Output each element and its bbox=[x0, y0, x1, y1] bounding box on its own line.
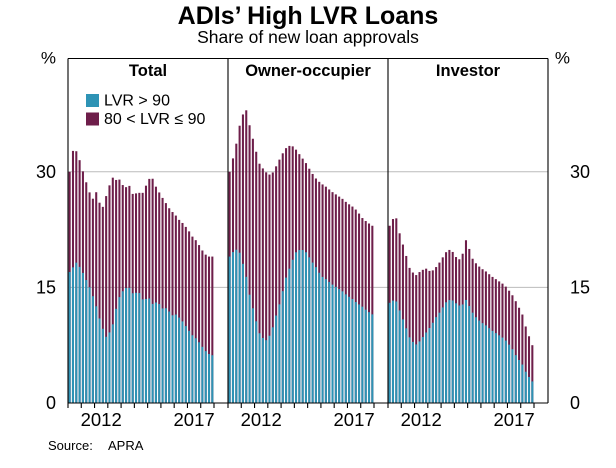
svg-text:0: 0 bbox=[46, 393, 56, 413]
svg-text:30: 30 bbox=[36, 162, 56, 182]
svg-text:Total: Total bbox=[129, 62, 167, 80]
svg-text:2017: 2017 bbox=[174, 409, 215, 430]
svg-text:2012: 2012 bbox=[401, 409, 442, 430]
svg-text:APRA: APRA bbox=[108, 438, 144, 453]
svg-text:LVR > 90: LVR > 90 bbox=[104, 93, 170, 110]
svg-text:%: % bbox=[41, 49, 56, 68]
svg-text:2012: 2012 bbox=[241, 409, 282, 430]
svg-text:2017: 2017 bbox=[494, 409, 535, 430]
svg-text:80 < LVR ≤ 90: 80 < LVR ≤ 90 bbox=[104, 111, 206, 128]
svg-text:Owner-occupier: Owner-occupier bbox=[245, 62, 371, 80]
svg-text:15: 15 bbox=[36, 277, 56, 297]
svg-text:2017: 2017 bbox=[334, 409, 375, 430]
svg-text:Source:: Source: bbox=[48, 438, 93, 453]
svg-text:2012: 2012 bbox=[81, 409, 122, 430]
svg-text:%: % bbox=[555, 49, 570, 68]
svg-text:15: 15 bbox=[570, 277, 590, 297]
svg-text:30: 30 bbox=[570, 162, 590, 182]
svg-text:0: 0 bbox=[570, 393, 580, 413]
svg-text:Investor: Investor bbox=[436, 62, 501, 80]
